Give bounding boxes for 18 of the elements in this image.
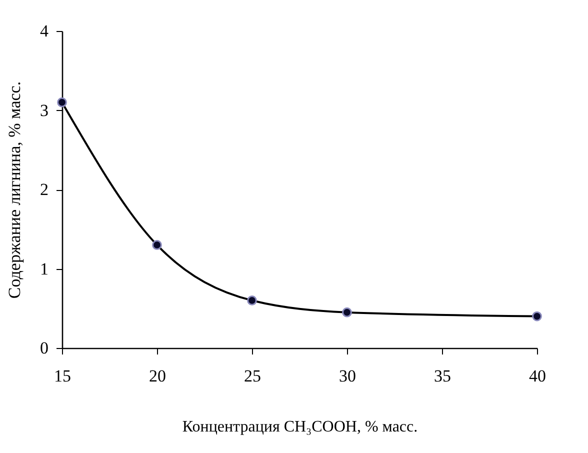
x-tick-label: 25 <box>244 366 261 386</box>
point <box>247 296 257 306</box>
y-axis-title: Содержание лигнина, % масс. <box>5 81 24 299</box>
point <box>57 97 67 108</box>
x-tick-label: 15 <box>54 366 71 386</box>
y-tick-label: 2 <box>40 180 48 199</box>
y-tick-label: 0 <box>40 338 48 358</box>
point <box>152 240 162 250</box>
point <box>342 307 352 318</box>
y-tick-label: 3 <box>40 100 48 120</box>
x-tick-label: 30 <box>339 366 356 386</box>
x-tick-label: 20 <box>149 366 166 386</box>
x-tick-label: 40 <box>529 366 546 386</box>
x-axis-title: Концентрация CH₃COOH, % масс. <box>182 418 418 436</box>
y-tick-label: 1 <box>40 259 48 278</box>
y-tick-label: 4 <box>40 22 49 40</box>
x-tick-label: 35 <box>434 366 451 386</box>
point <box>532 311 542 322</box>
